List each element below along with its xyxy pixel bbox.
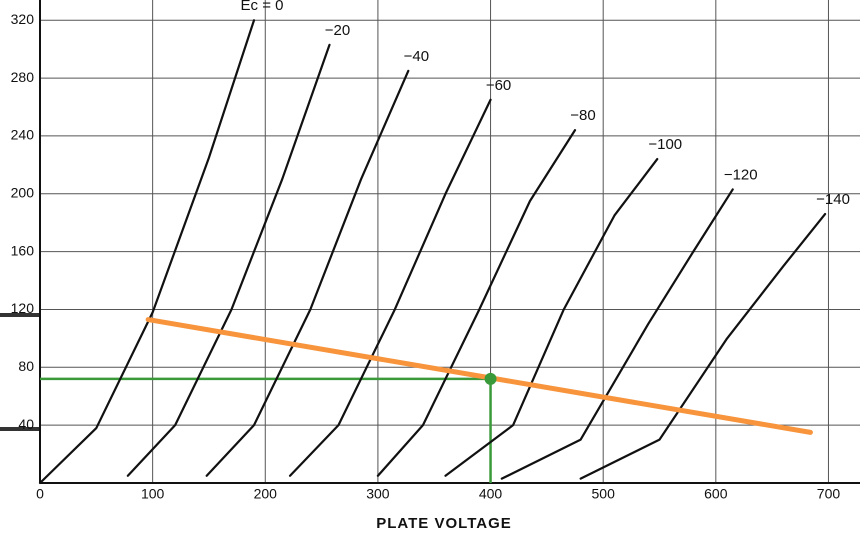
x-tick-label: 300 xyxy=(366,486,390,502)
y-tick-label: 120 xyxy=(11,300,35,316)
x-tick-label: 200 xyxy=(254,486,278,502)
plate-curve xyxy=(376,129,577,477)
plate-curve xyxy=(579,212,827,480)
operating-point xyxy=(484,372,497,385)
plate-curve xyxy=(500,188,734,480)
x-tick-label: 400 xyxy=(479,486,503,502)
y-tick-label: 280 xyxy=(11,69,35,85)
x-tick-label: 600 xyxy=(704,486,728,502)
plate-curve xyxy=(205,69,410,477)
y-tick-label: 200 xyxy=(11,184,35,200)
plate-curve xyxy=(444,157,659,477)
y-tick-label: 240 xyxy=(11,127,35,143)
curve-label: Ec = 0 xyxy=(241,0,284,14)
curve-label: −120 xyxy=(724,166,758,183)
curve-label: −140 xyxy=(816,191,850,208)
x-tick-label: 0 xyxy=(36,486,44,502)
y-tick-label: 40 xyxy=(18,416,34,432)
x-axis-title: PLATE VOLTAGE xyxy=(376,515,512,532)
x-tick-label: 500 xyxy=(592,486,616,502)
plate-curve xyxy=(126,43,331,477)
plate-curve xyxy=(38,19,256,485)
curve-label: −40 xyxy=(404,48,429,65)
y-tick-label: 160 xyxy=(11,242,35,258)
x-tick-label: 100 xyxy=(141,486,165,502)
curve-label: −20 xyxy=(325,22,350,39)
load-line xyxy=(145,317,813,435)
x-tick-label: 700 xyxy=(817,486,841,502)
curve-label: −80 xyxy=(570,107,595,124)
y-tick-label: 320 xyxy=(11,11,35,27)
y-tick-label: 80 xyxy=(18,358,34,374)
curve-label: −100 xyxy=(648,136,682,153)
plot-area xyxy=(40,0,860,483)
plate-curve xyxy=(288,98,492,477)
curve-label: −60 xyxy=(486,77,511,94)
